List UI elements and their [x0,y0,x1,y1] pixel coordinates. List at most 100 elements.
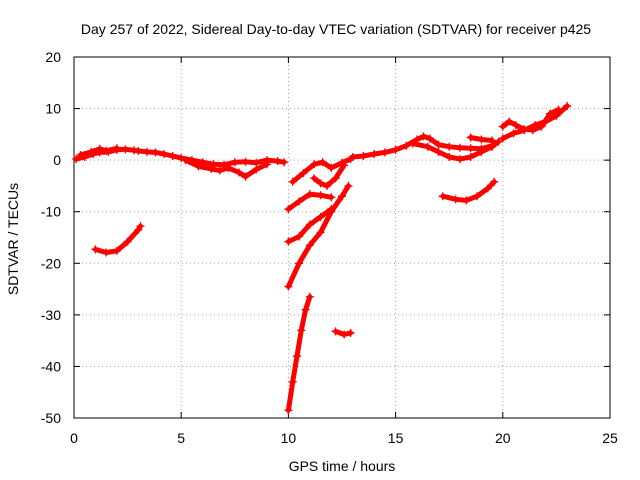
data-point [528,126,537,135]
series-arc-9 [288,155,355,186]
y-tick-label: 0 [53,152,61,168]
data-point [295,197,304,206]
data-point [327,163,336,172]
data-point [177,154,186,163]
data-point [338,192,346,201]
y-tick-label: -30 [41,307,61,323]
y-axis-label: SDTVAR / TECUs [5,183,21,295]
data-point [455,155,464,164]
data-point [318,158,327,167]
data-point [273,157,282,166]
series-arc-1 [72,145,289,169]
x-axis-label: GPS time / hours [289,458,396,474]
data-point [151,148,160,157]
data-point [466,133,475,142]
data-point [494,137,503,146]
data-point [252,158,261,167]
series-arc-11 [331,327,355,339]
data-point [284,282,293,291]
data-point [434,147,443,156]
data-point [301,305,310,314]
y-tick-labels: -50 -40 -30 -20 -10 0 10 20 [41,49,61,426]
data-point [451,195,460,204]
data-point [305,190,314,199]
series-arc-7 [284,205,336,246]
data-point [297,326,306,335]
data-point [280,158,289,167]
data-point [340,161,349,170]
axis-ticks [73,56,611,419]
data-point [488,136,497,145]
series-arc-12 [348,132,497,162]
data-point [102,146,111,155]
data-point [91,245,100,254]
data-point [391,145,400,154]
data-point [168,152,177,161]
data-point [305,241,314,250]
data-point [466,153,475,162]
data-point [455,143,464,152]
data-point [445,153,454,162]
series-arc-2 [76,144,121,159]
data-point [284,406,293,415]
data-point [370,149,379,158]
series-arc-4 [91,222,145,257]
data-point [473,192,482,201]
data-point [316,179,325,188]
data-point [160,149,169,158]
series-arc-10 [310,161,349,190]
data-point [295,259,304,268]
data-point [241,157,250,166]
series-line [92,223,143,255]
data-point [419,132,428,141]
data-point [380,148,389,157]
data-point [76,150,85,159]
data-point [477,135,486,144]
data-point [102,248,111,257]
y-tick-label: -50 [41,410,61,426]
data-point [477,147,486,156]
data-point [402,141,411,150]
data-point [316,212,325,221]
y-tick-label: 20 [45,49,61,65]
data-point [434,140,443,149]
data-point [112,144,121,153]
data-point [262,160,271,169]
data-point [438,192,447,201]
data-point [327,193,336,202]
data-point [498,134,507,143]
data-point [359,152,368,161]
data-point [235,168,244,177]
series-line [285,294,313,413]
data-point [305,292,314,301]
data-point [316,191,325,200]
data-point [295,232,304,241]
data-point [466,144,475,153]
data-point [252,165,261,174]
data-point [215,166,224,175]
data-point [425,134,434,143]
series-arc-3 [181,156,271,181]
data-point [288,177,297,186]
data-point [194,162,203,171]
y-tick-label: -10 [41,204,61,220]
data-point [316,228,325,237]
x-tick-label: 5 [177,430,185,446]
x-tick-label: 25 [602,430,618,446]
data-point [331,174,340,183]
chart-title: Day 257 of 2022, Sidereal Day-to-day VTE… [81,21,591,37]
data-point [322,181,331,190]
data-point [423,142,432,151]
plot-frame [73,56,611,419]
x-tick-label: 15 [388,430,404,446]
x-tick-label: 0 [70,430,78,446]
series-arc-14 [466,133,497,145]
y-tick-label: -40 [41,358,61,374]
series-arc-17 [498,105,563,135]
y-tick-label: 10 [45,101,61,117]
data-point [292,352,301,361]
series-layer [72,101,572,415]
data-point [284,205,293,214]
data-point [545,109,554,118]
